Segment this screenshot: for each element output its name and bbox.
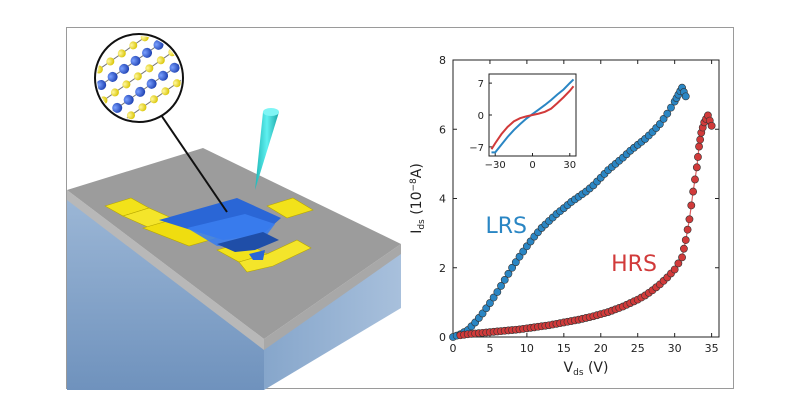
x-axis-label: Vds (V) [564,360,609,378]
y-axis-label-sub: ds [417,219,427,230]
inset-series-line-hrs [490,85,575,150]
x-axis-label-sub: ds [573,368,584,378]
iv-chart: 0 5 10 15 20 25 30 35 0 2 4 6 8 Vds (V) Ids (10−8A) LRS… [409,54,720,378]
zoom-circle [94,33,184,123]
data-point-lrs [681,92,690,101]
y-axis-label-main: I [409,230,425,234]
data-point-hrs [695,142,703,151]
data-point-lrs [500,275,509,284]
inset-y-tick-label: −7 [469,143,484,154]
substrate-right-face [264,252,401,390]
inset-plot: −30 0 30 7 0 −7 [469,73,577,171]
y-axis-label-group: Ids (10−8A) [409,163,427,234]
oxide-layer-front [67,190,264,350]
data-point-lrs [486,299,494,307]
channel-flake [159,198,281,260]
data-point-hrs [674,259,683,268]
y-axis-label-unit: (10 [409,192,425,220]
device-schematic [67,33,401,390]
annotation-hrs: HRS [611,252,657,277]
inset-x-tick-label: 0 [529,160,535,171]
data-point-lrs [667,103,675,112]
substrate-front-face [67,196,264,390]
data-point-lrs [508,263,517,272]
inset-y-tick-label: 0 [478,111,484,122]
y-tick-label: 0 [439,331,446,344]
annotation-lrs: LRS [485,214,527,239]
x-tick-label: 5 [486,342,493,355]
x-tick-label: 35 [705,342,719,355]
x-tick-label: 10 [520,342,534,355]
data-point-hrs [691,175,699,184]
x-tick-label: 25 [631,342,645,355]
data-point-lrs [493,288,502,296]
data-point-hrs [670,265,679,274]
inset-x-tick-label: 30 [563,160,576,171]
x-tick-label: 0 [450,342,457,355]
data-point-hrs [707,121,716,130]
data-point-hrs [694,153,702,161]
y-tick-label: 4 [439,193,446,206]
data-point-lrs [511,258,520,267]
data-point-hrs [692,163,701,172]
y-axis-label-unit-end: A) [409,163,425,178]
data-point-hrs [680,244,688,253]
data-point-lrs [504,269,513,278]
data-point-hrs [685,215,694,224]
data-point-hrs [687,201,696,210]
main-plot: 0 5 10 15 20 25 30 35 0 2 4 6 8 Vds (V) Ids (10−8A) LRS… [409,54,720,378]
data-point-lrs [497,282,505,290]
data-point-hrs [683,225,692,234]
x-tick-label: 30 [668,342,682,355]
data-point-hrs [689,187,698,196]
y-axis-label-exponent: −8 [409,178,419,192]
data-point-lrs [489,293,498,302]
data-point-hrs [696,135,705,144]
afm-tip [255,108,279,190]
inset-y-tick-label: 7 [478,79,484,90]
data-point-hrs [678,253,686,262]
x-tick-label: 20 [594,342,608,355]
y-tick-label: 8 [439,54,446,67]
y-tick-label: 2 [439,262,446,275]
x-axis-label-main: V [564,360,574,376]
figure-frame: 0 5 10 15 20 25 30 35 0 2 4 6 8 Vds (V) Ids (10−8A) LRS… [66,27,734,390]
y-axis-label: Ids (10−8A) [409,163,427,234]
data-point-lrs [663,109,672,118]
data-point-hrs [681,236,690,244]
inset-x-tick-label: −30 [485,160,506,171]
x-tick-label: 15 [557,342,571,355]
x-axis-label-unit: (V) [584,360,609,376]
y-tick-label: 6 [439,123,446,136]
oxide-layer-right [264,244,401,350]
zoom-pointer-line [158,111,228,213]
